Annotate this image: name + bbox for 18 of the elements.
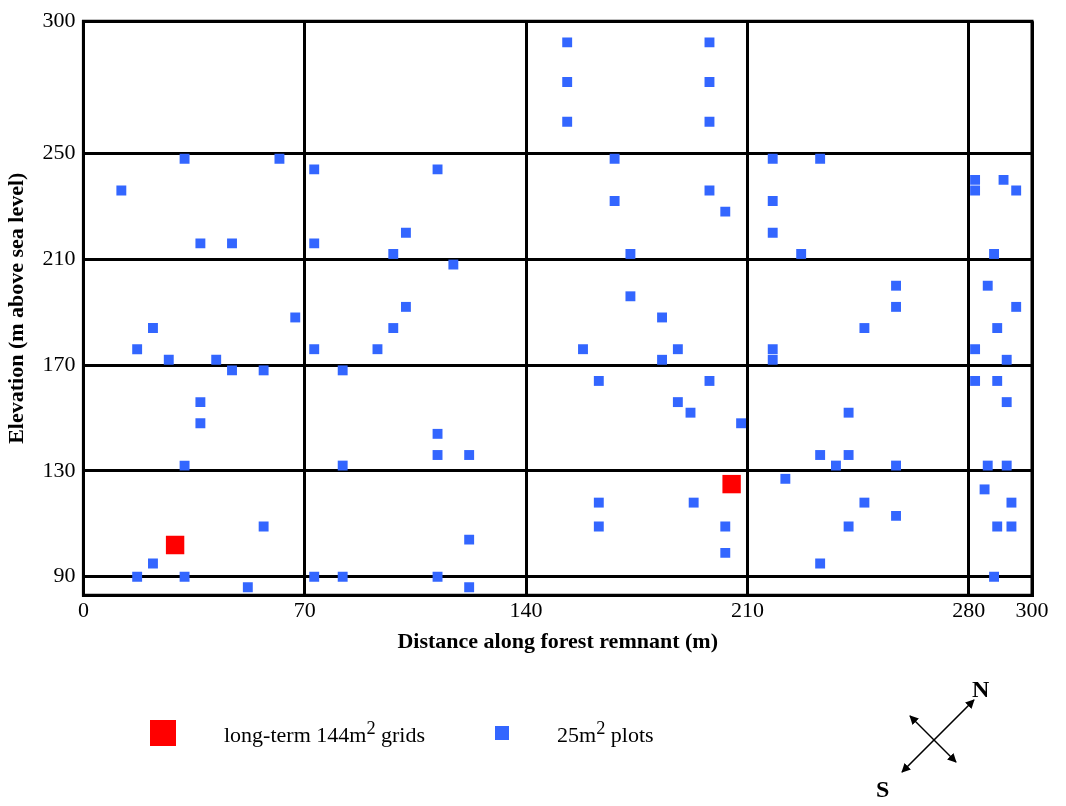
y-tick-label: 250 (42, 139, 76, 165)
y-tick-label: 210 (42, 245, 76, 271)
y-tick-label: 90 (53, 562, 76, 588)
y-tick-label: 170 (42, 350, 76, 376)
x-tick-label: 70 (293, 597, 316, 623)
x-tick-label: 140 (509, 597, 543, 623)
x-tick-label: 280 (952, 597, 986, 623)
legend-label: long-term 144m$^{2}$ grids (224, 718, 426, 749)
y-tick-label: 300 (42, 6, 76, 32)
y-axis-title: Elevation (m above sea level) (2, 172, 28, 444)
legend-label: 25m$^{2}$ plots (557, 718, 654, 749)
y-tick-label: 130 (42, 456, 76, 482)
x-axis-title: Distance along forest remnant (m) (397, 628, 718, 654)
x-tick-label: 210 (730, 597, 764, 623)
text: S (876, 776, 890, 803)
text: N (972, 676, 990, 703)
x-tick-label: 300 (1015, 597, 1049, 623)
x-tick-label: 0 (77, 597, 89, 623)
